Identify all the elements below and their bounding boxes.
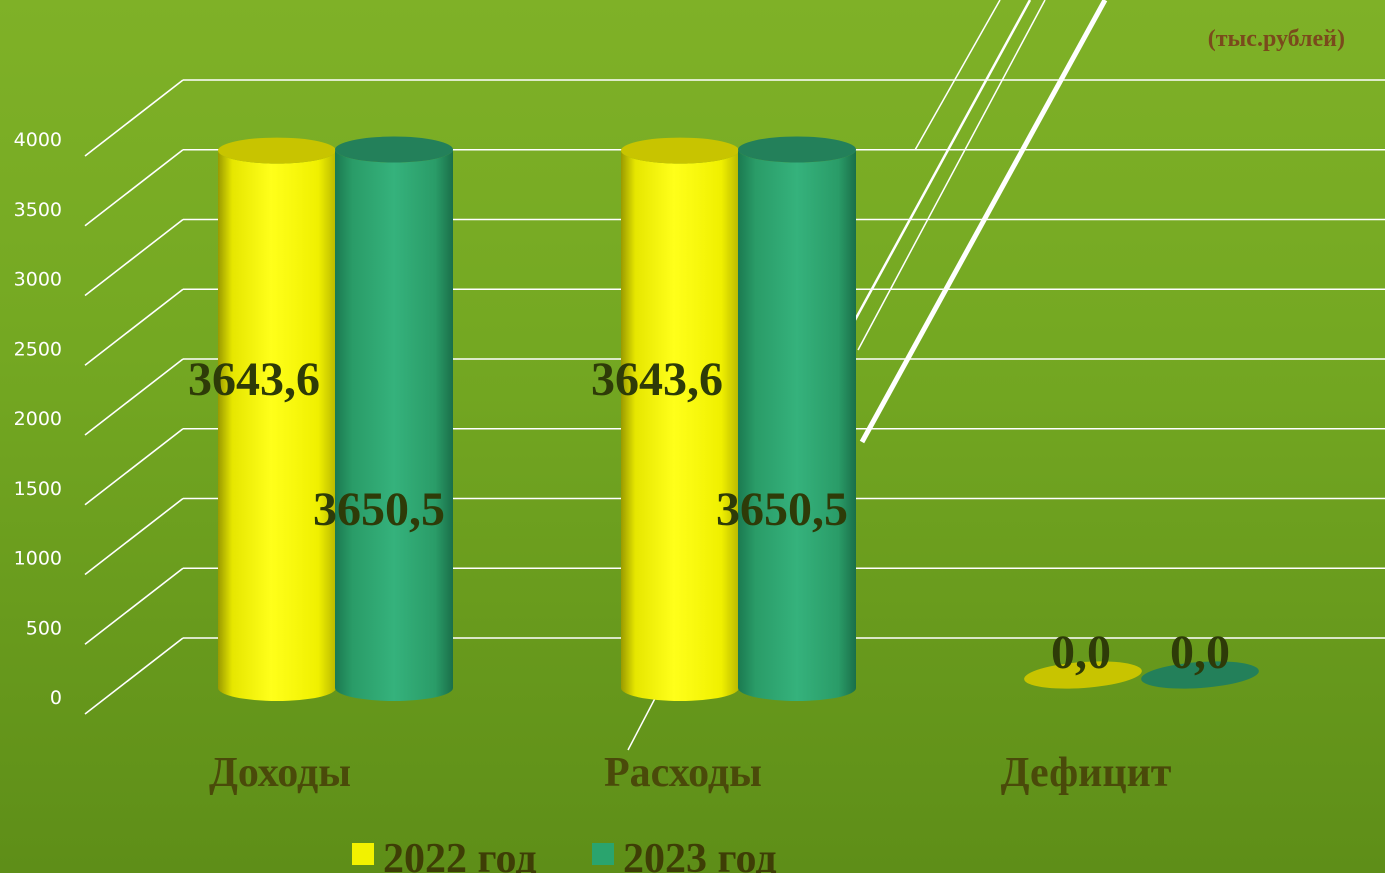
category-label: Доходы	[209, 750, 351, 796]
legend: 2022 год 2023 год	[352, 836, 777, 873]
bar-cap	[335, 136, 453, 163]
y-tick-label: 0	[50, 687, 62, 709]
y-tick-label: 1500	[14, 478, 62, 500]
bar-2-0	[1024, 661, 1142, 689]
y-tick-label: 3500	[14, 199, 62, 221]
y-tick-label: 4000	[14, 129, 62, 151]
grid-diagonal	[84, 567, 184, 645]
grid-diagonal	[84, 497, 184, 576]
category-labels: Доходы Расходы Дефицит	[209, 750, 1172, 796]
bars	[218, 136, 1259, 702]
category-label: Дефицит	[1001, 750, 1172, 796]
grid-diagonal	[84, 358, 184, 436]
grid-diagonal	[84, 428, 184, 506]
y-tick-label: 3000	[14, 269, 62, 291]
bar-2-1	[1141, 661, 1259, 689]
y-tick-label: 2000	[14, 408, 62, 430]
bar-0-1	[335, 149, 453, 701]
data-label: 3643,6	[591, 353, 723, 406]
grid-diagonal	[84, 288, 184, 366]
bar-1-0	[621, 150, 739, 702]
data-label: 0,0	[1051, 626, 1111, 679]
y-tick-label: 500	[26, 617, 62, 639]
grid-diagonal	[84, 149, 184, 227]
y-tick-label: 1000	[14, 548, 62, 570]
legend-swatch-2022	[352, 843, 374, 865]
legend-swatch-2023	[592, 843, 614, 865]
bar-cap	[621, 137, 739, 164]
category-label: Расходы	[604, 750, 762, 796]
bar-cap	[738, 136, 856, 163]
legend-label-2022: 2022 год	[383, 836, 537, 873]
data-label: 3650,5	[313, 483, 445, 536]
data-label: 0,0	[1170, 626, 1230, 679]
data-labels: 3643,6 3650,5 3643,6 3650,5 0,0 0,0	[188, 353, 1230, 679]
bar-cap	[218, 137, 336, 164]
grid-diagonal	[84, 637, 184, 715]
bar-0-0	[218, 150, 336, 702]
unit-note: (тыс.рублей)	[1208, 26, 1345, 52]
data-label: 3650,5	[716, 483, 848, 536]
grid-diagonal	[84, 218, 184, 297]
bar-1-1	[738, 149, 856, 701]
y-tick-label: 2500	[14, 338, 62, 360]
legend-label-2023: 2023 год	[623, 836, 777, 873]
data-label: 3643,6	[188, 353, 320, 406]
y-axis: 0 500 1000 1500 2000 2500 3000 3500 4000	[14, 129, 62, 709]
grid-diagonal	[84, 79, 184, 157]
